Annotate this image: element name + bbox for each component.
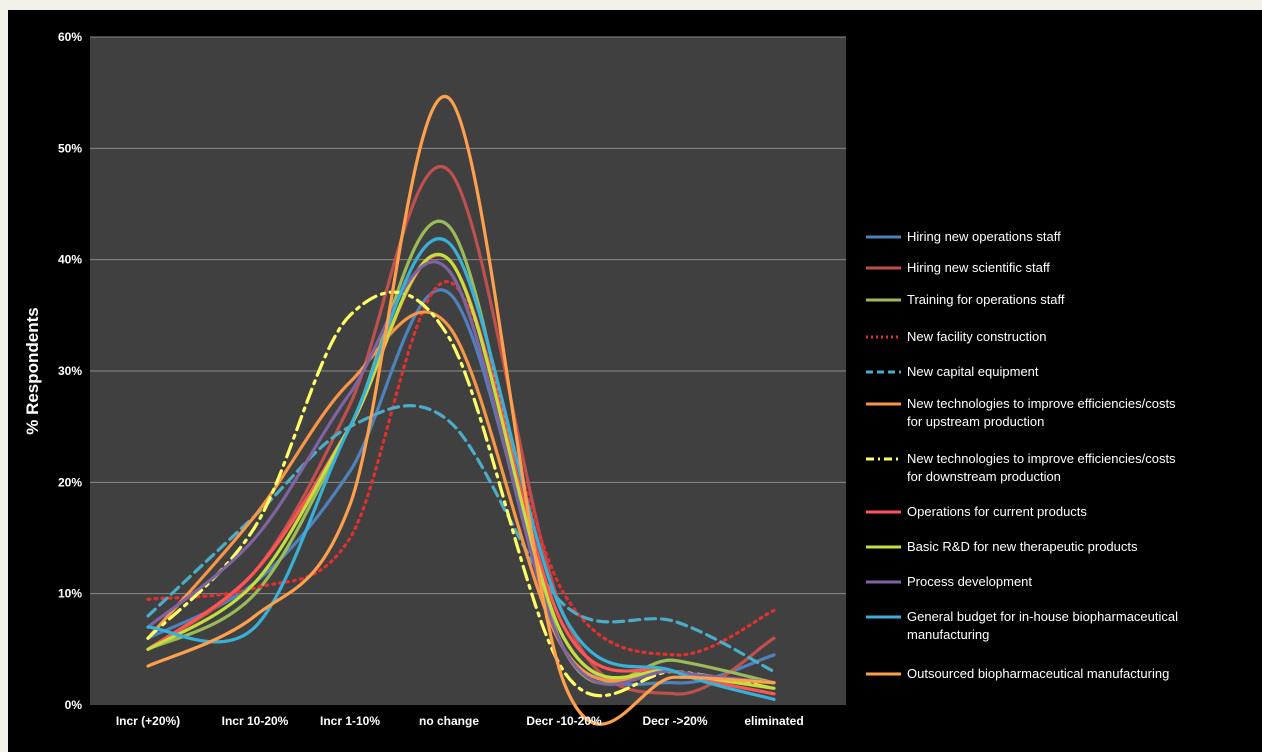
- series-line-general-budget-for-in-house-biopharmaceutical-manufacturing: [146, 237, 776, 702]
- x-tick-label: Incr 1-10%: [320, 714, 380, 728]
- x-tick-labels: Incr (+20%) Incr 10-20% Incr 1-10% no chang…: [116, 714, 804, 728]
- series-line-new-technologies-to-improve-efficiencies-costs-for-downstream-production: [146, 290, 776, 698]
- legend-label: Hiring new operations staff: [907, 229, 1061, 244]
- legend-label: New technologies to improve efficiencies…: [907, 451, 1176, 466]
- legend-label: New capital equipment: [907, 364, 1039, 379]
- series-line-outsourced-biopharmaceutical-manufacturing: [146, 94, 776, 726]
- y-tick-labels: 0% 10% 20% 30% 40% 50% 60%: [58, 30, 82, 712]
- legend-label: for downstream production: [907, 469, 1061, 484]
- series-line-new-facility-construction: [146, 280, 776, 657]
- legend-label: Outsourced biopharmaceutical manufacturi…: [907, 666, 1169, 681]
- legend-label: Basic R&D for new therapeutic products: [907, 539, 1138, 554]
- legend-label: General budget for in-house biopharmaceu…: [907, 609, 1178, 624]
- y-tick-label: 60%: [58, 30, 82, 44]
- legend-label: manufacturing: [907, 627, 989, 642]
- series-line-training-for-operations-staff: [146, 219, 776, 685]
- legend-label: Process development: [907, 574, 1032, 589]
- y-tick-label: 20%: [58, 475, 82, 489]
- series-layer: [146, 94, 776, 726]
- x-tick-label: Incr 10-20%: [222, 714, 289, 728]
- y-tick-label: 50%: [58, 141, 82, 155]
- x-tick-label: Decr -10-20%: [526, 714, 602, 728]
- x-tick-label: no change: [419, 714, 479, 728]
- y-tick-label: 0%: [65, 698, 83, 712]
- legend: Hiring new operations staff Hiring new sc…: [866, 229, 1178, 681]
- legend-label: New technologies to improve efficiencies…: [907, 396, 1176, 411]
- legend-label: Operations for current products: [907, 504, 1087, 519]
- y-axis-label: % Respondents: [23, 307, 42, 435]
- y-tick-label: 40%: [58, 253, 82, 267]
- legend-label: Training for operations staff: [907, 292, 1065, 307]
- series-line-hiring-new-operations-staff: [146, 288, 776, 687]
- legend-label: Hiring new scientific staff: [907, 260, 1050, 275]
- chart-frame: 0% 10% 20% 30% 40% 50% 60% Incr (+20%) Incr 10-…: [8, 10, 1262, 752]
- x-tick-label: Decr ->20%: [642, 714, 707, 728]
- series-line-process-development: [146, 260, 776, 686]
- y-tick-label: 30%: [58, 364, 82, 378]
- legend-label: New facility construction: [907, 329, 1046, 344]
- x-tick-label: Incr (+20%): [116, 714, 180, 728]
- legend-label: for upstream production: [907, 414, 1044, 429]
- y-tick-label: 10%: [58, 587, 82, 601]
- gridlines: [90, 36, 846, 595]
- chart-svg: 0% 10% 20% 30% 40% 50% 60% Incr (+20%) Incr 10-…: [23, 30, 1178, 728]
- series-line-basic-r-d-for-new-therapeutic-products: [146, 252, 776, 690]
- x-tick-label: eliminated: [744, 714, 803, 728]
